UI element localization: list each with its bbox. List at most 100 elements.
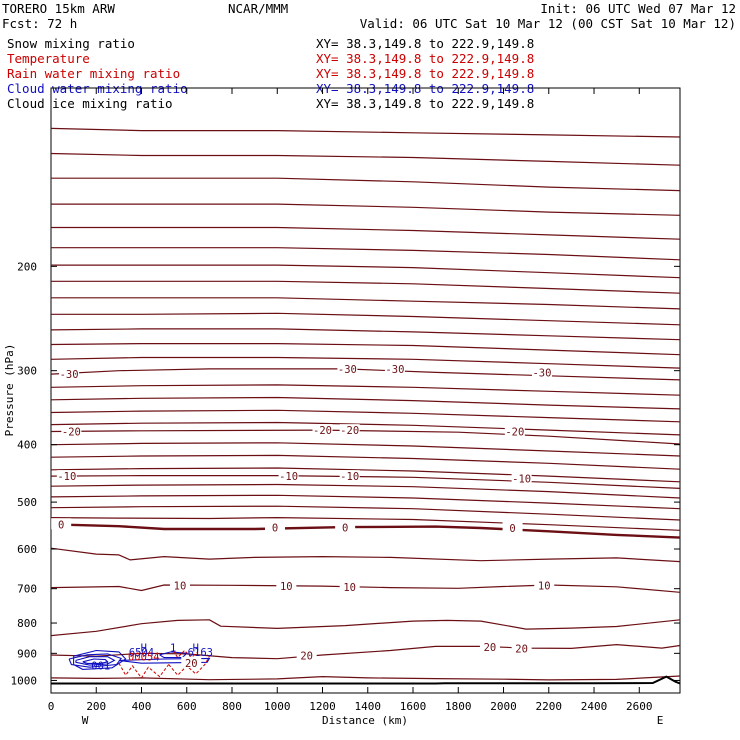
contour-label-bg xyxy=(339,580,360,592)
temperature-contour--4 xyxy=(50,517,681,531)
temperature-contour-2 xyxy=(50,547,681,563)
forecast-hour: Fcst: 72 h xyxy=(2,16,77,31)
y-tick-label: 1000 xyxy=(11,674,38,687)
contour-label-bg xyxy=(534,579,555,591)
contour-annotation: H xyxy=(141,642,147,654)
temperature-contour--14 xyxy=(50,467,681,483)
y-tick-label: 800 xyxy=(17,617,37,630)
contour-label-bg xyxy=(296,649,317,661)
east-label: E xyxy=(657,714,664,727)
temperature-contour-14 xyxy=(50,619,681,637)
temperature-contour--6 xyxy=(50,505,681,521)
axes: 0 200 400 600 800 1000 1200 1400 1600 1800 2000 220… xyxy=(11,88,680,713)
valid-time: Valid: 06 UTC Sat 10 Mar 12 (00 CST Sat … xyxy=(360,16,736,31)
legend: Snow mixing ratio XY= 38.3,149.8 to 222.9… xyxy=(7,36,534,111)
cloud-water-contour xyxy=(159,651,189,659)
contour-label-bg xyxy=(502,522,523,534)
x-tick-label: 1000 xyxy=(264,700,291,713)
temperature-contour--28 xyxy=(50,384,681,396)
contour-label-bg xyxy=(339,470,360,482)
legend-label: Temperature xyxy=(7,51,90,66)
temperature-contour--32 xyxy=(50,356,681,369)
contour-label-bg xyxy=(181,656,202,668)
contour-label: 0 xyxy=(272,523,278,535)
x-tick-label: 600 xyxy=(177,700,197,713)
temperature-contour--36 xyxy=(50,328,681,341)
contour-label-bg xyxy=(339,424,360,436)
temperature-contour--40 xyxy=(51,297,681,310)
temperature-contour--8 xyxy=(50,494,681,510)
contour-label: 20 xyxy=(484,642,497,654)
contour-label: 0 xyxy=(342,523,348,535)
contour-label: -20 xyxy=(313,425,332,437)
contour-label: 0 xyxy=(58,519,64,531)
temperature-contour-20 xyxy=(50,644,681,660)
contour-label-bg xyxy=(504,425,525,437)
temperature-contour--48 xyxy=(51,226,681,240)
contour-label-bg xyxy=(337,362,358,374)
contour-label: -30 xyxy=(60,369,79,381)
contour-label-bg xyxy=(51,518,72,530)
temperature-contour--46 xyxy=(51,247,681,261)
x-axis-label: Distance (km) xyxy=(322,714,408,727)
contour-annotation: 6504 xyxy=(129,647,154,659)
contour-label: -10 xyxy=(512,473,531,485)
x-tick-label: 1400 xyxy=(355,700,382,713)
plot-content: -30 -30 -30 -30-20 -20 -20 -20-10 -10 -10 -100 0 0 0… xyxy=(50,127,681,685)
contour-label: 20 xyxy=(185,658,198,670)
x-tick-label: 1800 xyxy=(445,700,472,713)
contour-label-bg xyxy=(511,642,532,654)
contour-label-bg xyxy=(278,470,299,482)
temperature-contour--56 xyxy=(50,127,681,138)
rain-water-contour xyxy=(172,649,199,659)
legend-xy: XY= 38.3,149.8 to 222.9,149.8 xyxy=(316,96,534,111)
contour-annotation: 6163 xyxy=(188,647,213,659)
contour-label-bg xyxy=(479,640,500,652)
temperature-contour--52 xyxy=(51,177,681,192)
y-tick-label: 400 xyxy=(17,439,37,452)
temperature-contour--42 xyxy=(51,280,681,294)
contour-label: 10 xyxy=(174,581,187,593)
x-tick-label: 2600 xyxy=(626,700,653,713)
temperature-contour--22 xyxy=(50,421,681,436)
temperature-contour--20 xyxy=(50,429,681,445)
model-label: TORERO 15km ARW xyxy=(2,1,115,16)
y-tick-label: 200 xyxy=(17,260,37,273)
rain-water-contour xyxy=(118,662,170,679)
y-axis-label: Pressure (hPa) xyxy=(3,344,16,437)
x-tick-label: 2400 xyxy=(581,700,608,713)
y-tick-label: 700 xyxy=(17,583,37,596)
x-tick-label: 2000 xyxy=(490,700,517,713)
west-label: W xyxy=(82,714,89,727)
y-tick-label: 300 xyxy=(17,365,37,378)
temperature-contour-0 xyxy=(50,523,681,539)
contour-label-bg xyxy=(312,424,333,436)
contour-label: -10 xyxy=(57,471,76,483)
plot-frame xyxy=(50,87,681,694)
contour-label-bg xyxy=(264,521,285,533)
contour-label: -30 xyxy=(532,367,551,379)
contour-label-bg xyxy=(531,366,552,378)
contour-label: -10 xyxy=(340,471,359,483)
contour-label: -20 xyxy=(340,425,359,437)
cloud-water-contour xyxy=(75,656,116,666)
contour-label-bg xyxy=(384,362,405,374)
x-tick-label: 0 xyxy=(48,700,55,713)
temperature-contour-10 xyxy=(50,584,681,593)
contour-label-bg xyxy=(276,580,297,592)
contour-label: 0 xyxy=(509,523,515,535)
temperature-contour--16 xyxy=(50,454,681,470)
legend-xy: XY= 38.3,149.8 to 222.9,149.8 xyxy=(316,66,534,81)
terrain-surface xyxy=(51,675,681,685)
legend-label: Snow mixing ratio xyxy=(7,36,135,51)
contour-label-bg xyxy=(169,579,190,591)
temperature-contour-22 xyxy=(50,675,681,681)
cloud-water-contour xyxy=(82,658,109,664)
center-label: NCAR/MMM xyxy=(228,1,288,16)
temperature-contour--34 xyxy=(50,343,681,356)
contour-label: -10 xyxy=(279,471,298,483)
contour-annotation: 00054 xyxy=(128,652,160,664)
contour-label: 10 xyxy=(343,582,356,594)
temperature-contour--50 xyxy=(51,203,681,216)
